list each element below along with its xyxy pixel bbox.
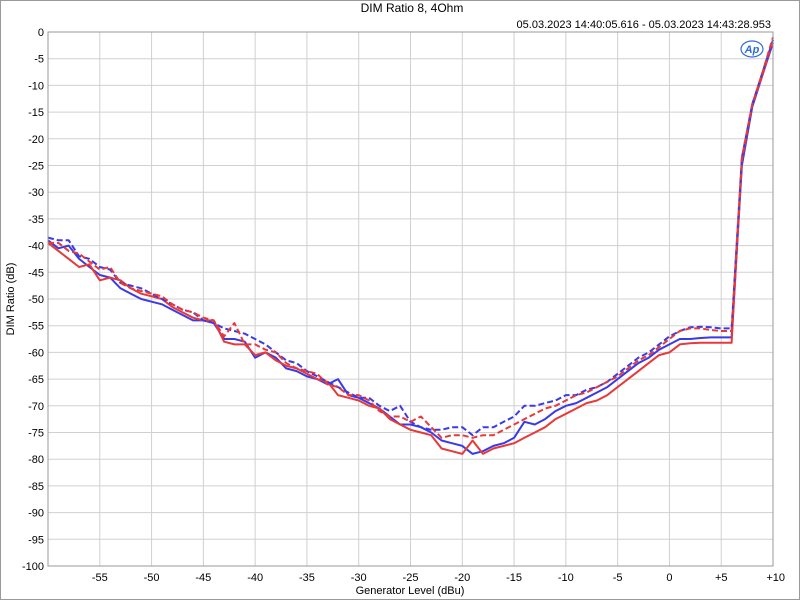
x-tick-label: 0	[666, 572, 672, 584]
y-tick-label: -25	[28, 161, 44, 173]
y-tick-label: -50	[28, 294, 44, 306]
x-tick-label: +5	[715, 572, 728, 584]
y-tick-label: -80	[28, 454, 44, 466]
y-tick-label: -5	[34, 54, 44, 66]
x-tick-label: -40	[247, 572, 263, 584]
y-tick-label: -40	[28, 241, 44, 253]
y-tick-label: -35	[28, 214, 44, 226]
series-layer	[47, 37, 774, 455]
plot-border	[47, 31, 774, 567]
y-tick-label: -60	[28, 347, 44, 359]
x-axis-label: Generator Level (dBu)	[356, 585, 465, 597]
y-axis-label: DIM Ratio (dB)	[5, 263, 17, 336]
x-tick-label: -25	[403, 572, 419, 584]
x-tick-labels: -55 -50 -45 -40 -35 -30 -25 -20 -15 -10 -5 0 +5 +10	[92, 572, 785, 584]
y-tick-label: -85	[28, 481, 44, 493]
x-tick-label: -5	[613, 572, 623, 584]
y-tick-label: -65	[28, 374, 44, 386]
x-tick-label: +10	[766, 572, 785, 584]
y-tick-label: -15	[28, 107, 44, 119]
y-tick-label: -55	[28, 321, 44, 333]
ap-logo-text: Ap	[744, 44, 760, 56]
x-tick-label: -50	[144, 572, 160, 584]
y-tick-label: -70	[28, 401, 44, 413]
y-tick-label: -75	[28, 428, 44, 440]
y-tick-label: -95	[28, 534, 44, 546]
x-tick-label: -30	[351, 572, 367, 584]
x-tick-label: -20	[454, 572, 470, 584]
y-tick-label: -10	[28, 80, 44, 92]
y-tick-label: -20	[28, 134, 44, 146]
y-tick-label: -30	[28, 187, 44, 199]
x-tick-label: -45	[195, 572, 211, 584]
y-tick-label: -90	[28, 508, 44, 520]
grid	[48, 32, 773, 566]
x-tick-label: -15	[506, 572, 522, 584]
y-tick-labels: 0 -5 -10 -15 -20 -25 -30 -35 -40 -45 -50 -55 -60 -65 -…	[22, 27, 44, 573]
ap-logo: Ap	[740, 40, 764, 58]
y-tick-label: -45	[28, 267, 44, 279]
series-line-2	[47, 39, 774, 455]
y-tick-label: 0	[38, 27, 44, 39]
x-tick-label: -55	[92, 572, 108, 584]
series-line-1	[47, 42, 774, 455]
x-tick-label: -35	[299, 572, 315, 584]
chart-subtitle: 05.03.2023 14:40:05.616 - 05.03.2023 14:…	[517, 19, 771, 31]
x-tick-label: -10	[558, 572, 574, 584]
chart-title: DIM Ratio 8, 4Ohm	[361, 1, 464, 15]
series-line-4	[48, 37, 774, 439]
y-tick-label: -100	[22, 561, 44, 573]
